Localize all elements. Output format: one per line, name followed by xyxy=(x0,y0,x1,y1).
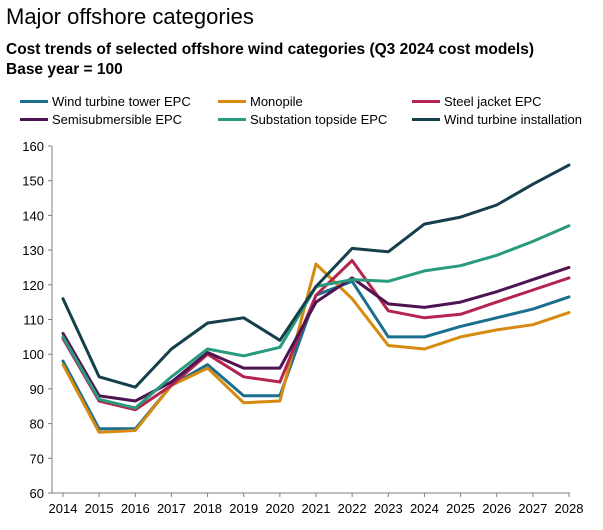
series-line-semisubmersible-epc xyxy=(61,265,571,403)
x-tick-label: 2019 xyxy=(229,501,258,516)
y-tick-label: 120 xyxy=(22,278,44,293)
chart-base-year: Base year = 100 xyxy=(6,61,123,78)
y-tick-label: 60 xyxy=(30,486,44,501)
series-line-steel-jacket-epc xyxy=(61,259,571,412)
x-tick-label: 2024 xyxy=(410,501,439,516)
legend-swatch xyxy=(412,100,440,103)
series-line-substation-topside-epc xyxy=(61,224,571,410)
y-axis: 60 70 80 90 100 110 120 130 140 150 160 xyxy=(22,139,53,501)
chart-legend: Wind turbine tower EPC Monopile Steel ja… xyxy=(20,94,600,134)
y-tick-label: 80 xyxy=(30,417,44,432)
page-title: Major offshore categories xyxy=(6,4,254,29)
x-tick-label: 2028 xyxy=(555,501,584,516)
x-axis: 2014 2015 2016 2017 2018 2019 2020 2021 2022 2023… xyxy=(49,492,584,516)
series-lines xyxy=(61,163,571,434)
y-tick-label: 150 xyxy=(22,174,44,189)
legend-item-monopile: Monopile xyxy=(218,94,303,109)
x-tick-label: 2025 xyxy=(446,501,475,516)
legend-item-substation-topside: Substation topside EPC xyxy=(218,112,387,127)
x-tick-label: 2026 xyxy=(482,501,511,516)
legend-label: Wind turbine installation xyxy=(444,112,583,127)
x-tick-label: 2017 xyxy=(157,501,186,516)
legend-swatch xyxy=(218,100,246,103)
legend-label: Substation topside EPC xyxy=(250,112,388,127)
y-tick-label: 130 xyxy=(22,243,44,258)
legend-swatch xyxy=(20,100,48,103)
y-tick-label: 70 xyxy=(30,451,44,466)
x-tick-label: 2018 xyxy=(193,501,222,516)
legend-item-wind-turbine-tower: Wind turbine tower EPC xyxy=(20,94,191,109)
legend-item-semisubmersible: Semisubmersible EPC xyxy=(20,112,182,127)
legend-label: Semisubmersible EPC xyxy=(52,112,183,127)
x-tick-label: 2027 xyxy=(518,501,547,516)
legend-swatch xyxy=(20,118,48,121)
y-tick-label: 100 xyxy=(22,347,44,362)
y-tick-label: 160 xyxy=(22,139,44,154)
x-tick-label: 2021 xyxy=(302,501,331,516)
x-tick-label: 2023 xyxy=(374,501,403,516)
x-tick-label: 2016 xyxy=(121,501,150,516)
legend-label: Wind turbine tower EPC xyxy=(52,94,191,109)
y-tick-label: 140 xyxy=(22,208,44,223)
x-tick-label: 2022 xyxy=(338,501,367,516)
legend-label: Steel jacket EPC xyxy=(444,94,542,109)
y-tick-label: 90 xyxy=(30,382,44,397)
series-line-wind-turbine-installation xyxy=(61,163,571,389)
y-tick-label: 110 xyxy=(23,313,44,328)
legend-item-steel-jacket: Steel jacket EPC xyxy=(412,94,542,109)
x-tick-label: 2014 xyxy=(49,501,78,516)
x-tick-label: 2015 xyxy=(85,501,114,516)
legend-item-wind-turbine-installation: Wind turbine installation xyxy=(412,112,582,127)
x-tick-label: 2020 xyxy=(265,501,294,516)
legend-swatch xyxy=(412,118,440,121)
legend-swatch xyxy=(218,118,246,121)
chart-subtitle: Cost trends of selected offshore wind ca… xyxy=(6,40,534,80)
chart-title: Cost trends of selected offshore wind ca… xyxy=(6,41,534,58)
series-line-monopile xyxy=(61,262,571,434)
legend-label: Monopile xyxy=(250,94,303,109)
